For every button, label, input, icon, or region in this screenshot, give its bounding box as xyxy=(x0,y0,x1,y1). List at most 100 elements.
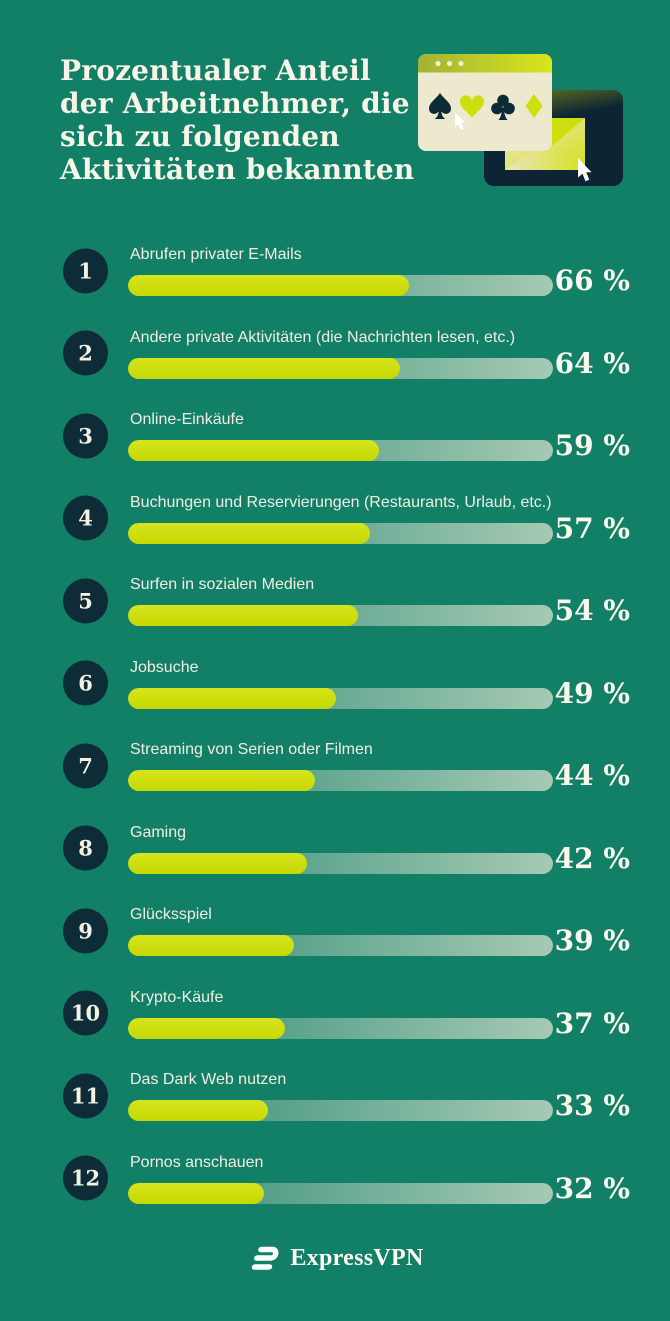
card-suit-spade-icon xyxy=(429,93,451,119)
value-label: 54 % xyxy=(554,594,630,627)
value-label: 66 % xyxy=(554,264,630,297)
value-label: 44 % xyxy=(554,759,630,792)
bar-track xyxy=(128,440,553,461)
chart-row: 11 Das Dark Web nutzen 33 % xyxy=(63,1070,630,1121)
page-title: Prozentualer Anteil der Arbeitnehmer, di… xyxy=(60,54,415,186)
bar-fill xyxy=(128,935,294,956)
bar-track xyxy=(128,1100,553,1121)
bar-track xyxy=(128,770,553,791)
bar-track xyxy=(128,1017,553,1039)
rank-badge: 6 xyxy=(63,660,108,706)
value-label: 42 % xyxy=(554,841,630,875)
bar-label: Pornos anschauen xyxy=(130,1153,264,1171)
bar-label: Streaming von Serien oder Filmen xyxy=(130,741,373,758)
chart-row: 1 Abrufen privater E-Mails 66 % xyxy=(63,245,630,296)
bar-label: Buchungen und Reservierungen (Restaurant… xyxy=(130,493,552,511)
rank-number: 4 xyxy=(78,505,93,531)
rank-number: 2 xyxy=(78,340,93,366)
rank-badge: 8 xyxy=(63,825,108,871)
bar-label: Das Dark Web nutzen xyxy=(130,1071,287,1088)
bar-fill xyxy=(128,1100,269,1121)
bar-fill xyxy=(128,275,409,296)
expressvpn-logo: ExpressVPN xyxy=(0,1242,670,1274)
rank-number: 5 xyxy=(78,588,93,613)
rank-number: 9 xyxy=(78,918,93,943)
window-dots xyxy=(435,60,464,67)
bar-label: Surfen in sozialen Medien xyxy=(130,576,315,593)
bar-fill xyxy=(128,605,358,626)
bar-track xyxy=(128,935,553,956)
bar-track xyxy=(128,605,553,626)
chart-row: 2 Andere private Aktivitäten (die Nachri… xyxy=(63,328,630,379)
bar-label: Krypto-Käufe xyxy=(130,988,224,1006)
cursor-arrow-icon xyxy=(578,158,592,182)
bar-fill xyxy=(128,687,337,709)
rank-number: 1 xyxy=(78,258,93,283)
bar-track xyxy=(128,1182,553,1204)
rank-badge: 7 xyxy=(63,743,108,788)
rank-badge: 3 xyxy=(63,413,108,458)
chart-row: 7 Streaming von Serien oder Filmen 44 % xyxy=(63,740,630,791)
browser-window-icon xyxy=(418,54,552,151)
value-label: 49 % xyxy=(554,676,630,710)
rank-badge: 4 xyxy=(63,495,108,541)
chart-row: 12 Pornos anschauen 32 % xyxy=(63,1153,630,1204)
header-illustration xyxy=(418,54,623,186)
bar-track xyxy=(128,852,553,874)
bar-fill xyxy=(128,770,315,791)
bar-label: Abrufen privater E-Mails xyxy=(130,246,302,263)
rank-number: 3 xyxy=(78,423,93,448)
card-suit-diamond-icon xyxy=(525,94,543,118)
bar-fill xyxy=(128,522,371,544)
bar-label: Glücksspiel xyxy=(130,906,212,923)
rank-number: 6 xyxy=(78,670,93,696)
card-suit-heart-icon xyxy=(460,95,484,118)
value-label: 32 % xyxy=(554,1171,630,1205)
bar-fill xyxy=(128,357,400,379)
chart-rows: 1 Abrufen privater E-Mails 66 % 2 Andere… xyxy=(63,245,630,1204)
value-label: 37 % xyxy=(554,1006,630,1040)
value-label: 59 % xyxy=(554,429,630,462)
rank-badge: 2 xyxy=(63,330,108,376)
cursor-arrow-icon xyxy=(455,112,466,130)
bar-fill xyxy=(128,852,307,874)
rank-badge: 1 xyxy=(63,248,108,293)
bar-label: Online-Einkäufe xyxy=(130,411,244,428)
expressvpn-logo-icon xyxy=(252,1246,279,1270)
chart-row: 3 Online-Einkäufe 59 % xyxy=(63,410,630,461)
bar-fill xyxy=(128,1017,286,1039)
chart-row: 4 Buchungen und Reservierungen (Restaura… xyxy=(63,493,630,544)
rank-badge: 12 xyxy=(63,1155,108,1201)
chart-row: 8 Gaming 42 % xyxy=(63,823,630,874)
bar-fill xyxy=(128,1182,264,1204)
bar-track xyxy=(128,522,553,544)
bar-fill xyxy=(128,440,379,461)
rank-badge: 11 xyxy=(63,1073,108,1118)
bar-label: Gaming xyxy=(130,823,187,841)
bar-label: Andere private Aktivitäten (die Nachrich… xyxy=(130,328,516,346)
rank-number: 11 xyxy=(70,1083,101,1108)
bar-label: Jobsuche xyxy=(130,658,199,676)
bar-track xyxy=(128,275,553,296)
rank-number: 12 xyxy=(70,1165,101,1191)
rank-number: 8 xyxy=(78,835,93,861)
chart-row: 6 Jobsuche 49 % xyxy=(63,658,630,709)
chart-row: 10 Krypto-Käufe 37 % xyxy=(63,988,630,1039)
value-label: 33 % xyxy=(554,1089,630,1122)
bar-chart: 1 Abrufen privater E-Mails 66 % 2 Andere… xyxy=(63,245,630,1235)
chart-row: 9 Glücksspiel 39 % xyxy=(63,905,630,956)
brand-wordmark: ExpressVPN xyxy=(290,1244,424,1271)
rank-badge: 9 xyxy=(63,908,108,953)
rank-badge: 5 xyxy=(63,578,108,623)
value-label: 57 % xyxy=(554,511,630,545)
value-label: 39 % xyxy=(554,924,630,957)
bar-track xyxy=(128,687,553,709)
bar-track xyxy=(128,357,553,379)
rank-number: 7 xyxy=(78,753,93,778)
chart-row: 5 Surfen in sozialen Medien 54 % xyxy=(63,575,630,626)
card-suit-club-icon xyxy=(491,94,515,120)
value-label: 64 % xyxy=(554,346,630,380)
rank-number: 10 xyxy=(70,1000,101,1026)
rank-badge: 10 xyxy=(63,990,108,1036)
